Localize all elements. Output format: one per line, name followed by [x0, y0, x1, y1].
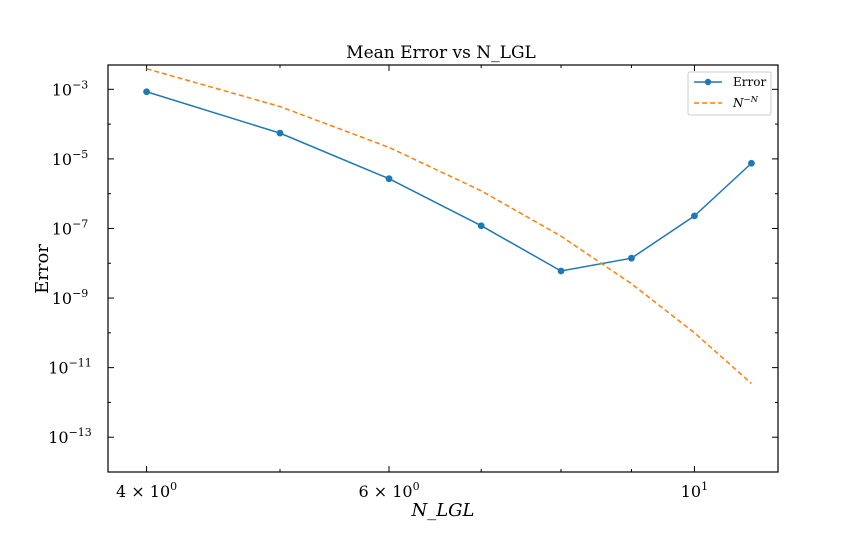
error-data-point: [691, 212, 698, 220]
plot-area: [143, 68, 755, 385]
x-tick-label: 101: [681, 480, 708, 501]
x-tick-label: 6 × 100: [358, 480, 419, 501]
error-data-point: [748, 159, 755, 167]
y-tick-label: 10−9: [52, 287, 89, 308]
plot-frame: [107, 64, 779, 473]
x-tick-label: 4 × 100: [116, 480, 177, 501]
error-data-point: [628, 254, 635, 262]
y-tick-label: 10−11: [48, 357, 92, 378]
error-data-point: [385, 175, 393, 183]
error-data-point: [557, 267, 565, 275]
y-tick-label: 10−13: [48, 426, 92, 447]
legend-label-error: Error: [733, 75, 766, 89]
error-series-line: [146, 91, 752, 272]
legend-marker-error: [704, 78, 712, 86]
error-data-point: [276, 129, 284, 137]
chart-title: Mean Error vs N_LGL: [346, 43, 536, 63]
error-data-point: [143, 88, 150, 96]
y-tick-label: 10−3: [52, 78, 89, 99]
error-data-point: [477, 222, 485, 230]
n-power-series-line: [146, 68, 752, 385]
legend: Error N−N: [687, 71, 772, 116]
legend-label-n-power: N−N: [732, 95, 759, 110]
axis-ticks: 4 × 100 6 × 100 101 10−13 10−11 10−9 10−7 10−5 1…: [48, 65, 778, 501]
y-tick-label: 10−5: [52, 148, 89, 169]
y-tick-label: 10−7: [52, 217, 89, 238]
y-axis-label: Error: [32, 244, 53, 294]
x-axis-label: N_LGL: [410, 500, 474, 521]
